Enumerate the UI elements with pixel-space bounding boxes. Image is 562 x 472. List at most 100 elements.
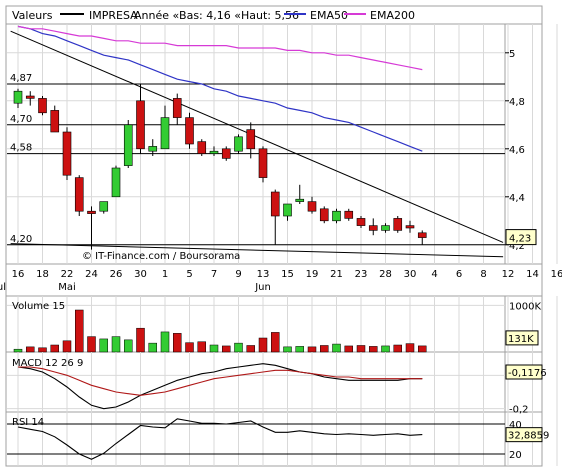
- rsi-lines: [17, 418, 423, 460]
- ema200-line: [17, 25, 423, 71]
- volume-bar-26: [332, 343, 341, 353]
- ema50-line: [17, 25, 423, 152]
- candle-body-25: [319, 208, 329, 222]
- macd-grid: [7, 352, 558, 412]
- volume-bar-5: [75, 309, 84, 353]
- rsi-ytick-label-0: 40: [509, 420, 522, 431]
- macd-last-badge: [505, 364, 543, 380]
- volume-bar-22: [283, 346, 292, 353]
- x-tick-label-4: 26: [110, 269, 123, 280]
- candle-body-6: [87, 210, 96, 214]
- x-tick-label-5: 30: [134, 269, 147, 280]
- price-ytick-label-4: 4,2: [509, 241, 525, 252]
- x-tick-label-19: 8: [480, 269, 486, 280]
- candle-body-27: [344, 210, 354, 219]
- candle-body-29: [368, 225, 378, 231]
- candle-body-12: [160, 117, 170, 150]
- candle-body-20: [258, 148, 268, 178]
- x-tick-label-8: 7: [211, 269, 217, 280]
- candle-body-30: [381, 225, 390, 231]
- macd-last-badge-text: -0,1176: [508, 368, 547, 379]
- last-price-badge: [505, 229, 537, 246]
- volume-bar-16: [209, 344, 219, 353]
- x-month-label-1: Jun: [254, 282, 271, 293]
- x-tick-label-11: 15: [281, 269, 294, 280]
- volume-ytick-label-0: 1000K: [509, 301, 541, 312]
- resistance-level-label-0: 4,87: [10, 73, 32, 84]
- candle-body-17: [221, 148, 231, 159]
- candle-body-23: [295, 198, 305, 202]
- volume-bar-1: [26, 346, 35, 353]
- x-tick-label-20: 12: [502, 269, 515, 280]
- volume-bar-0: [13, 348, 23, 353]
- volume-bar-12: [160, 331, 170, 353]
- volume-bar-9: [124, 339, 133, 353]
- volume-bar-7: [99, 338, 108, 353]
- volume-y-axis: 1000K 131K: [505, 301, 541, 346]
- volume-bars: [13, 309, 427, 353]
- macd-ytick-label-1: -0,2: [509, 405, 529, 416]
- x-tick-label-0: 16: [12, 269, 25, 280]
- price-candles: [13, 84, 427, 250]
- price-y-axis: 5 4,8 4,6 4,4 4,24,23: [505, 49, 537, 252]
- legend-year-range: Année «Bas: 4,16 «Haut: 5,56: [134, 9, 299, 22]
- x-tick-label-18: 6: [456, 269, 462, 280]
- volume-bar-13: [173, 333, 182, 353]
- rsi-last-badge: [505, 427, 543, 443]
- volume-bar-25: [320, 345, 329, 353]
- legend-valeurs: Valeurs: [12, 9, 53, 22]
- volume-bar-21: [271, 332, 280, 353]
- x-tick-label-10: 13: [257, 269, 270, 280]
- x-tick-label-21: 14: [526, 269, 539, 280]
- price-trendlines: [10, 30, 504, 258]
- candle-body-24: [307, 201, 317, 212]
- macd-macd-line: [17, 363, 423, 410]
- x-axis: 1618222426301579131519212328304681214161…: [0, 269, 562, 293]
- candle-body-2: [38, 98, 47, 114]
- candle-body-16: [209, 150, 219, 154]
- candle-body-18: [234, 136, 243, 152]
- x-tick-label-13: 21: [330, 269, 343, 280]
- candle-body-5: [74, 177, 84, 212]
- volume-bar-17: [222, 345, 231, 353]
- candle-body-7: [99, 201, 109, 212]
- volume-bar-33: [418, 345, 427, 353]
- price-ytick-label-1: 4,8: [509, 97, 525, 108]
- candle-body-28: [356, 218, 366, 226]
- macd-lines: [17, 363, 423, 410]
- legend-series-name: IMPRESA: [89, 9, 138, 22]
- candle-body-8: [111, 167, 121, 198]
- resistance-level-label-2: 4,58: [10, 143, 32, 154]
- rsi-title: RSI 14: [12, 417, 44, 428]
- candle-body-32: [405, 225, 415, 229]
- volume-bar-3: [50, 344, 59, 353]
- price-levels: 4,87 4,70 4,58 4,20: [7, 73, 505, 246]
- candle-body-21: [270, 191, 280, 217]
- legend-ema50-label: EMA50: [310, 9, 348, 22]
- volume-bar-32: [405, 343, 415, 353]
- candle-body-33: [417, 232, 427, 238]
- candle-body-1: [25, 95, 35, 99]
- candle-body-0: [13, 90, 23, 104]
- x-tick-label-6: 1: [162, 269, 168, 280]
- x-tick-label-22: 16: [551, 269, 562, 280]
- volume-bar-8: [111, 336, 121, 353]
- rsi-last-badge-text: 32,8859: [508, 431, 549, 442]
- macd-y-axis: 0-0,2-0,1176: [505, 364, 547, 416]
- x-tick-label-1: 18: [36, 269, 49, 280]
- x-month-label-2: Jul: [0, 282, 6, 293]
- rsi-panel: [5, 411, 543, 467]
- candle-body-14: [185, 117, 194, 145]
- volume-bar-29: [369, 346, 378, 353]
- volume-bar-15: [197, 341, 206, 353]
- volume-bar-11: [148, 342, 157, 353]
- volume-bar-31: [393, 344, 402, 353]
- volume-bar-19: [246, 345, 255, 353]
- price-ytick-label-2: 4,6: [509, 145, 525, 156]
- x-tick-label-15: 28: [379, 269, 392, 280]
- volume-title: Volume 15: [12, 301, 65, 312]
- x-tick-label-14: 23: [355, 269, 368, 280]
- rsi-y-axis: 40 20 32,8859: [505, 420, 549, 461]
- trendline-0: [10, 30, 504, 243]
